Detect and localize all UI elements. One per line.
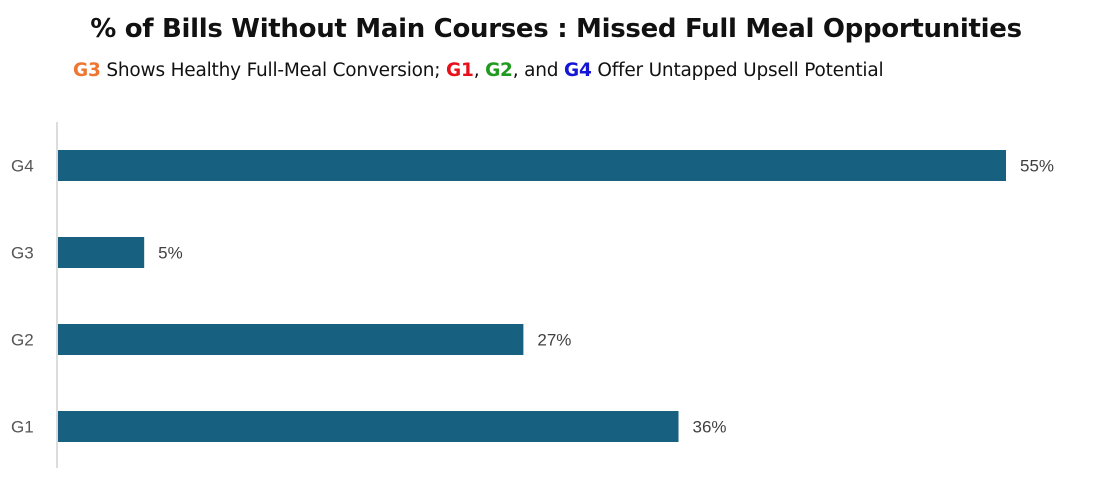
- bar-g2: [58, 324, 524, 355]
- subtitle-g2: G2: [485, 60, 513, 81]
- bar-g1: [58, 411, 679, 442]
- subtitle-and: , and: [512, 60, 564, 81]
- value-label-g3: 5%: [158, 244, 183, 263]
- chart-title: % of Bills Without Main Courses : Missed…: [90, 14, 1022, 44]
- value-label-g1: 36%: [693, 418, 727, 437]
- value-label-g4: 55%: [1020, 157, 1054, 176]
- bar-g4: [58, 150, 1006, 181]
- value-label-g2: 27%: [537, 331, 571, 350]
- category-label-g4: G4: [11, 157, 34, 176]
- chart-subtitle: G3 Shows Healthy Full-Meal Conversion; G…: [73, 60, 884, 81]
- bar-g3: [58, 237, 145, 268]
- category-label-g2: G2: [11, 331, 34, 350]
- category-label-g1: G1: [11, 418, 34, 437]
- category-label-g3: G3: [11, 244, 34, 263]
- subtitle-text-1: Shows Healthy Full-Meal Conversion;: [100, 60, 447, 81]
- subtitle-g4: G4: [563, 60, 592, 81]
- subtitle-g1: G1: [446, 60, 474, 81]
- subtitle-comma: ,: [473, 60, 486, 81]
- subtitle-text-2: Offer Untapped Upsell Potential: [591, 60, 884, 81]
- subtitle-g3: G3: [73, 60, 101, 81]
